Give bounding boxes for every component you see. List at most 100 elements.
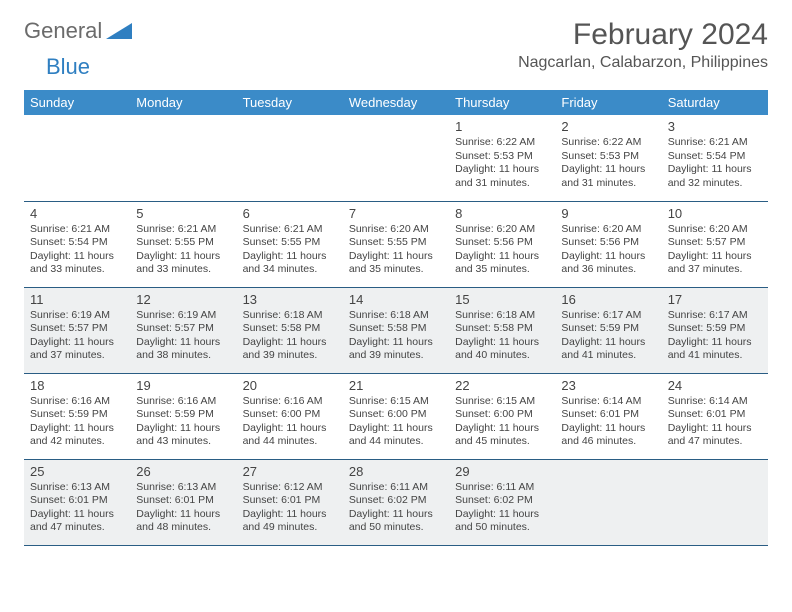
day-number: 26: [136, 464, 230, 479]
day-detail: Sunrise: 6:16 AMSunset: 5:59 PMDaylight:…: [136, 395, 230, 450]
day-number: 18: [30, 378, 124, 393]
day-number: 27: [243, 464, 337, 479]
day-detail: Sunrise: 6:21 AMSunset: 5:54 PMDaylight:…: [668, 136, 762, 191]
day-number: 11: [30, 292, 124, 307]
week-row: 25 Sunrise: 6:13 AMSunset: 6:01 PMDayligh…: [24, 459, 768, 545]
day-header: Friday: [555, 90, 661, 115]
day-detail: Sunrise: 6:18 AMSunset: 5:58 PMDaylight:…: [243, 309, 337, 364]
day-header: Tuesday: [237, 90, 343, 115]
day-detail: Sunrise: 6:21 AMSunset: 5:55 PMDaylight:…: [136, 223, 230, 278]
logo-triangle-icon: [106, 21, 134, 41]
logo: General: [24, 18, 134, 44]
day-cell: 14 Sunrise: 6:18 AMSunset: 5:58 PMDayligh…: [343, 287, 449, 373]
day-detail: Sunrise: 6:13 AMSunset: 6:01 PMDaylight:…: [136, 481, 230, 536]
day-header: Saturday: [662, 90, 768, 115]
day-number: 7: [349, 206, 443, 221]
day-cell: 3 Sunrise: 6:21 AMSunset: 5:54 PMDaylight…: [662, 115, 768, 201]
day-detail: Sunrise: 6:21 AMSunset: 5:54 PMDaylight:…: [30, 223, 124, 278]
day-cell: 26 Sunrise: 6:13 AMSunset: 6:01 PMDayligh…: [130, 459, 236, 545]
day-cell: [343, 115, 449, 201]
week-row: 11 Sunrise: 6:19 AMSunset: 5:57 PMDayligh…: [24, 287, 768, 373]
day-detail: Sunrise: 6:19 AMSunset: 5:57 PMDaylight:…: [30, 309, 124, 364]
day-detail: Sunrise: 6:21 AMSunset: 5:55 PMDaylight:…: [243, 223, 337, 278]
day-number: 29: [455, 464, 549, 479]
day-cell: 23Sunrise: 6:14 AMSunset: 6:01 PMDayligh…: [555, 373, 661, 459]
day-cell: [555, 459, 661, 545]
day-cell: 16 Sunrise: 6:17 AMSunset: 5:59 PMDayligh…: [555, 287, 661, 373]
day-detail: Sunrise: 6:20 AMSunset: 5:56 PMDaylight:…: [455, 223, 549, 278]
day-detail: Sunrise: 6:18 AMSunset: 5:58 PMDaylight:…: [349, 309, 443, 364]
day-detail: Sunrise: 6:15 AMSunset: 6:00 PMDaylight:…: [455, 395, 549, 450]
day-cell: 19 Sunrise: 6:16 AMSunset: 5:59 PMDayligh…: [130, 373, 236, 459]
day-detail: Sunrise: 6:17 AMSunset: 5:59 PMDaylight:…: [668, 309, 762, 364]
day-cell: 4 Sunrise: 6:21 AMSunset: 5:54 PMDaylight…: [24, 201, 130, 287]
day-cell: [130, 115, 236, 201]
day-cell: 17 Sunrise: 6:17 AMSunset: 5:59 PMDayligh…: [662, 287, 768, 373]
day-number: 9: [561, 206, 655, 221]
location: Nagcarlan, Calabarzon, Philippines: [518, 54, 768, 72]
day-cell: 25 Sunrise: 6:13 AMSunset: 6:01 PMDayligh…: [24, 459, 130, 545]
week-row: 1 Sunrise: 6:22 AMSunset: 5:53 PMDaylight…: [24, 115, 768, 201]
day-cell: 9 Sunrise: 6:20 AMSunset: 5:56 PMDaylight…: [555, 201, 661, 287]
day-cell: 29 Sunrise: 6:11 AMSunset: 6:02 PMDayligh…: [449, 459, 555, 545]
day-cell: 24 Sunrise: 6:14 AMSunset: 6:01 PMDayligh…: [662, 373, 768, 459]
day-cell: 1 Sunrise: 6:22 AMSunset: 5:53 PMDaylight…: [449, 115, 555, 201]
day-cell: [24, 115, 130, 201]
day-number: 13: [243, 292, 337, 307]
day-header: Thursday: [449, 90, 555, 115]
day-detail: Sunrise: 6:20 AMSunset: 5:57 PMDaylight:…: [668, 223, 762, 278]
day-detail: Sunrise: 6:20 AMSunset: 5:55 PMDaylight:…: [349, 223, 443, 278]
day-number: 3: [668, 119, 762, 134]
calendar-body: 1 Sunrise: 6:22 AMSunset: 5:53 PMDaylight…: [24, 115, 768, 545]
day-detail: Sunrise: 6:13 AMSunset: 6:01 PMDaylight:…: [30, 481, 124, 536]
day-header: Sunday: [24, 90, 130, 115]
week-row: 18 Sunrise: 6:16 AMSunset: 5:59 PMDayligh…: [24, 373, 768, 459]
day-detail: Sunrise: 6:12 AMSunset: 6:01 PMDaylight:…: [243, 481, 337, 536]
month-title: February 2024: [518, 18, 768, 52]
day-number: 14: [349, 292, 443, 307]
title-block: February 2024 Nagcarlan, Calabarzon, Phi…: [518, 18, 768, 72]
day-number: 17: [668, 292, 762, 307]
day-number: 1: [455, 119, 549, 134]
day-cell: 27 Sunrise: 6:12 AMSunset: 6:01 PMDayligh…: [237, 459, 343, 545]
day-number: 5: [136, 206, 230, 221]
day-detail: Sunrise: 6:20 AMSunset: 5:56 PMDaylight:…: [561, 223, 655, 278]
day-header: Monday: [130, 90, 236, 115]
day-detail: Sunrise: 6:15 AMSunset: 6:00 PMDaylight:…: [349, 395, 443, 450]
day-detail: Sunrise: 6:16 AMSunset: 6:00 PMDaylight:…: [243, 395, 337, 450]
day-number: 8: [455, 206, 549, 221]
day-number: 12: [136, 292, 230, 307]
day-number: 20: [243, 378, 337, 393]
calendar-table: SundayMondayTuesdayWednesdayThursdayFrid…: [24, 90, 768, 546]
day-detail: Sunrise: 6:22 AMSunset: 5:53 PMDaylight:…: [561, 136, 655, 191]
day-number: 21: [349, 378, 443, 393]
day-number: 15: [455, 292, 549, 307]
day-cell: 13 Sunrise: 6:18 AMSunset: 5:58 PMDayligh…: [237, 287, 343, 373]
day-cell: 28 Sunrise: 6:11 AMSunset: 6:02 PMDayligh…: [343, 459, 449, 545]
day-detail: Sunrise: 6:22 AMSunset: 5:53 PMDaylight:…: [455, 136, 549, 191]
day-detail: Sunrise: 6:17 AMSunset: 5:59 PMDaylight:…: [561, 309, 655, 364]
day-number: 6: [243, 206, 337, 221]
logo-text-general: General: [24, 18, 102, 44]
day-cell: 7 Sunrise: 6:20 AMSunset: 5:55 PMDaylight…: [343, 201, 449, 287]
week-row: 4 Sunrise: 6:21 AMSunset: 5:54 PMDaylight…: [24, 201, 768, 287]
day-cell: 12 Sunrise: 6:19 AMSunset: 5:57 PMDayligh…: [130, 287, 236, 373]
day-detail: Sunrise: 6:11 AMSunset: 6:02 PMDaylight:…: [349, 481, 443, 536]
day-number: 16: [561, 292, 655, 307]
day-number: 4: [30, 206, 124, 221]
day-cell: 10Sunrise: 6:20 AMSunset: 5:57 PMDayligh…: [662, 201, 768, 287]
day-number: 25: [30, 464, 124, 479]
day-cell: 18 Sunrise: 6:16 AMSunset: 5:59 PMDayligh…: [24, 373, 130, 459]
day-number: 28: [349, 464, 443, 479]
day-number: 24: [668, 378, 762, 393]
day-cell: 6 Sunrise: 6:21 AMSunset: 5:55 PMDaylight…: [237, 201, 343, 287]
day-detail: Sunrise: 6:11 AMSunset: 6:02 PMDaylight:…: [455, 481, 549, 536]
day-detail: Sunrise: 6:14 AMSunset: 6:01 PMDaylight:…: [668, 395, 762, 450]
day-number: 23: [561, 378, 655, 393]
day-number: 2: [561, 119, 655, 134]
day-detail: Sunrise: 6:16 AMSunset: 5:59 PMDaylight:…: [30, 395, 124, 450]
day-number: 19: [136, 378, 230, 393]
day-number: 22: [455, 378, 549, 393]
day-header: Wednesday: [343, 90, 449, 115]
day-detail: Sunrise: 6:19 AMSunset: 5:57 PMDaylight:…: [136, 309, 230, 364]
